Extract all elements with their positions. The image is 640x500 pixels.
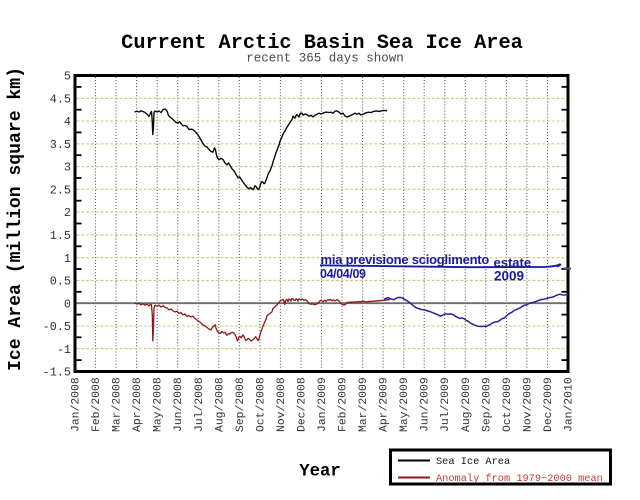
svg-text:2.5: 2.5: [50, 183, 71, 197]
svg-text:Aug/2009: Aug/2009: [461, 377, 473, 432]
svg-text:mia previsione scioglimento: mia previsione scioglimento: [321, 252, 490, 267]
svg-text:Ice Area (million square km): Ice Area (million square km): [6, 67, 26, 371]
svg-text:Anomaly from 1979~2000 mean: Anomaly from 1979~2000 mean: [436, 473, 603, 485]
svg-text:Oct/2008: Oct/2008: [255, 377, 267, 432]
svg-text:Nov/2008: Nov/2008: [276, 377, 288, 432]
svg-text:May/2009: May/2009: [399, 377, 411, 432]
svg-text:-1.5: -1.5: [43, 366, 71, 380]
svg-text:Jun/2009: Jun/2009: [420, 377, 432, 432]
svg-text:May/2008: May/2008: [153, 377, 165, 432]
svg-text:4.5: 4.5: [50, 92, 71, 106]
svg-text:Feb/2008: Feb/2008: [91, 377, 103, 432]
svg-text:Mar/2009: Mar/2009: [358, 377, 370, 432]
svg-text:estate: estate: [494, 255, 532, 270]
svg-text:4: 4: [64, 115, 71, 129]
svg-text:3: 3: [64, 161, 71, 175]
svg-text:Mar/2008: Mar/2008: [112, 377, 124, 432]
svg-text:Dec/2008: Dec/2008: [297, 377, 309, 432]
svg-text:-1: -1: [57, 343, 71, 357]
svg-text:Jul/2009: Jul/2009: [440, 377, 452, 432]
svg-text:Aug/2008: Aug/2008: [214, 377, 226, 432]
svg-text:Sea Ice Area: Sea Ice Area: [436, 456, 510, 468]
svg-text:1.5: 1.5: [50, 229, 71, 243]
svg-text:0.5: 0.5: [50, 275, 71, 289]
svg-text:Apr/2008: Apr/2008: [132, 377, 144, 432]
svg-text:Jun/2008: Jun/2008: [173, 377, 185, 432]
svg-text:04/04/09: 04/04/09: [320, 267, 366, 281]
svg-text:-0.5: -0.5: [43, 320, 71, 334]
svg-text:Sep/2008: Sep/2008: [235, 377, 247, 432]
svg-text:1: 1: [64, 252, 71, 266]
svg-text:Sep/2009: Sep/2009: [481, 377, 493, 432]
svg-text:Apr/2009: Apr/2009: [379, 377, 391, 432]
svg-text:2009: 2009: [494, 269, 524, 284]
svg-text:Feb/2009: Feb/2009: [338, 377, 350, 432]
svg-text:Jan/2009: Jan/2009: [317, 377, 329, 432]
svg-text:Jan/2008: Jan/2008: [71, 377, 83, 432]
svg-text:Oct/2009: Oct/2009: [502, 377, 514, 432]
svg-text:Nov/2009: Nov/2009: [522, 377, 534, 432]
svg-text:2: 2: [64, 206, 71, 220]
svg-text:Jul/2008: Jul/2008: [194, 377, 206, 432]
svg-text:0: 0: [64, 297, 71, 311]
svg-text:recent 365 days shown: recent 365 days shown: [246, 52, 404, 66]
svg-text:Jan/2010: Jan/2010: [564, 377, 576, 432]
svg-text:5: 5: [64, 70, 71, 84]
svg-text:Dec/2009: Dec/2009: [543, 377, 555, 432]
svg-text:Year: Year: [299, 462, 340, 481]
svg-text:3.5: 3.5: [50, 138, 71, 152]
